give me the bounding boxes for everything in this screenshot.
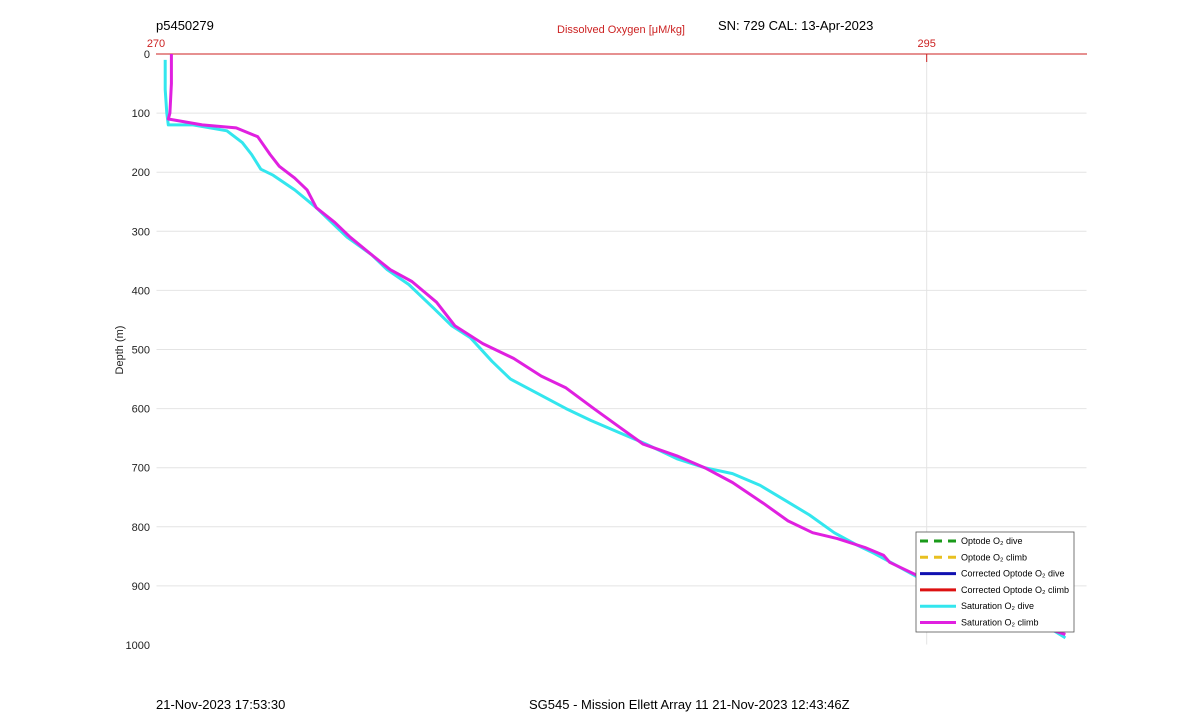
legend-label: Saturation O₂ climb: [961, 618, 1039, 628]
y-axis-ticks: 0 100 200 300 400 500 600 700 800 900 1000: [126, 49, 150, 652]
legend-box: [915, 531, 1075, 633]
top-axis-title: Dissolved Oxygen [μM/kg]: [557, 24, 685, 36]
profile-id-label: p5450279: [156, 18, 214, 33]
legend-label: Optode O₂ dive: [961, 536, 1023, 546]
y-tick-label: 800: [132, 522, 150, 534]
y-axis-title: Depth (m): [114, 326, 126, 375]
y-tick-label: 300: [132, 226, 150, 238]
y-tick-label: 100: [132, 108, 150, 120]
y-tick-label: 0: [144, 49, 150, 61]
legend-label: Optode O₂ climb: [961, 552, 1027, 562]
y-tick-label: 500: [132, 345, 150, 357]
top-axis-ticks: 270 295: [147, 38, 936, 62]
legend-label: Saturation O₂ dive: [961, 601, 1034, 611]
top-tick-label: 270: [147, 38, 165, 50]
y-tick-label: 1000: [126, 640, 150, 652]
series-line: [166, 54, 1066, 636]
legend-label: Corrected Optode O₂ climb: [961, 585, 1069, 595]
timestamp-label: 21-Nov-2023 17:53:30: [156, 697, 286, 712]
y-tick-label: 200: [132, 167, 150, 179]
top-tick-label: 295: [918, 38, 936, 50]
chart-legend: Optode O₂ dive Optode O₂ climb Corrected O…: [915, 531, 1075, 633]
legend-label: Corrected Optode O₂ dive: [961, 569, 1065, 579]
mission-label: SG545 - Mission Ellett Array 11 21-Nov-2…: [529, 697, 850, 712]
y-tick-label: 700: [132, 463, 150, 475]
series-lines: [163, 54, 1067, 640]
sensor-calibration-label: SN: 729 CAL: 13-Apr-2023: [718, 18, 874, 33]
y-tick-label: 400: [132, 285, 150, 297]
y-tick-label: 600: [132, 404, 150, 416]
y-tick-label: 900: [132, 581, 150, 593]
